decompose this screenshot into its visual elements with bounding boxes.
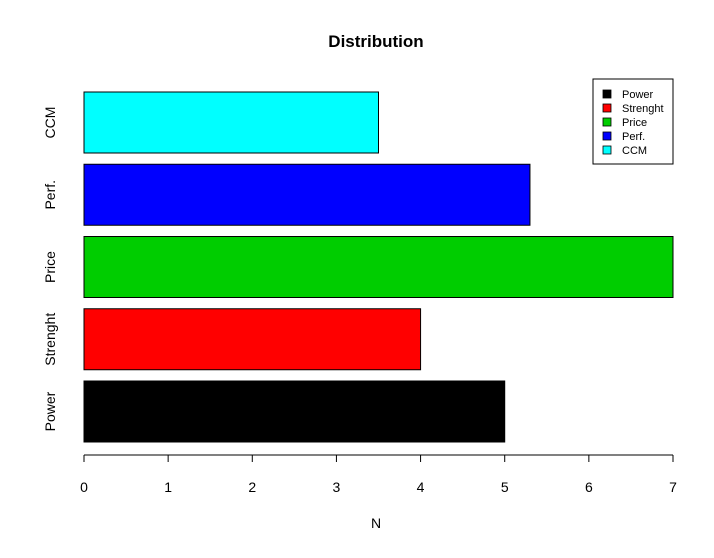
y-tick-label-power: Power (42, 391, 58, 431)
y-tick-label-strenght: Strenght (42, 313, 58, 366)
bar-power (83, 380, 506, 443)
legend-swatch-price (602, 117, 612, 127)
x-tick-label-3: 3 (333, 479, 341, 495)
x-tick-label-5: 5 (501, 479, 509, 495)
x-tick-label-2: 2 (248, 479, 256, 495)
y-axis-labels: Power Strenght Price Perf. CCM (42, 107, 58, 432)
chart-title: Distribution (328, 32, 423, 51)
x-axis: 0 1 2 3 4 5 6 7 (80, 454, 677, 495)
y-tick-label-ccm: CCM (42, 107, 58, 139)
bar-price (83, 236, 674, 298)
legend-swatch-ccm (602, 145, 612, 155)
bar-perf (83, 163, 531, 226)
legend: Power Strenght Price Perf. CCM (592, 78, 674, 165)
bars-group (83, 91, 674, 443)
legend-label-power: Power (622, 89, 654, 101)
x-tick-label-6: 6 (585, 479, 593, 495)
x-axis-label: N (371, 515, 381, 531)
x-tick-label-7: 7 (669, 479, 677, 495)
x-tick-label-0: 0 (80, 479, 88, 495)
x-tick-label-1: 1 (164, 479, 172, 495)
legend-label-perf: Perf. (622, 131, 645, 143)
x-tick-label-4: 4 (417, 479, 425, 495)
bar-strenght (83, 308, 422, 371)
legend-swatch-power (602, 89, 612, 99)
y-tick-label-perf: Perf. (42, 180, 58, 210)
bar-ccm (83, 91, 379, 154)
legend-label-price: Price (622, 117, 647, 129)
legend-swatch-perf (602, 131, 612, 141)
legend-label-ccm: CCM (622, 145, 647, 157)
legend-label-strenght: Strenght (622, 103, 664, 115)
legend-swatch-strenght (602, 103, 612, 113)
y-tick-label-price: Price (42, 251, 58, 283)
